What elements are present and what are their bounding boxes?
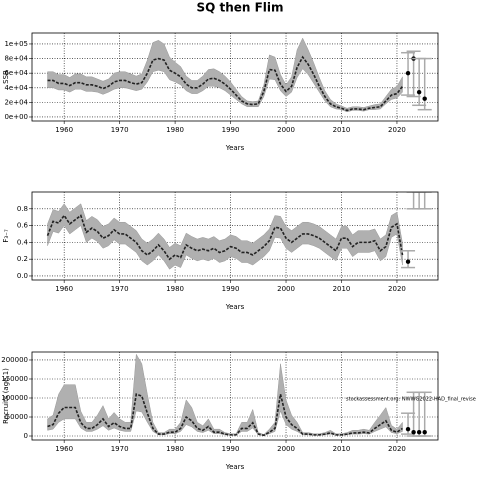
confidence-band xyxy=(47,37,403,113)
x-tick-label: 2020 xyxy=(388,285,406,293)
y-tick-label: 2e+04 xyxy=(4,98,28,106)
y-axis-label: Recruits (age 1) xyxy=(2,368,10,424)
x-tick-label: 1960 xyxy=(55,445,73,453)
y-tick-label: 100000 xyxy=(1,394,28,402)
chart-title: SQ then Flim xyxy=(196,1,283,15)
confidence-band xyxy=(47,203,403,270)
x-tick-label: 1980 xyxy=(166,126,184,134)
y-tick-label: 0.6 xyxy=(17,222,29,230)
forecast-point xyxy=(405,70,411,76)
y-axis-label: F₃₋₇ xyxy=(2,229,10,243)
plot-area xyxy=(32,33,438,121)
plot-frame xyxy=(31,32,439,122)
x-tick-label: 1990 xyxy=(222,126,240,134)
x-axis-label: Years xyxy=(225,463,245,471)
x-tick-label: 1960 xyxy=(55,285,73,293)
plot-frame xyxy=(31,191,439,281)
y-tick-label: 0e+00 xyxy=(4,113,28,121)
y-tick-label: 200000 xyxy=(1,356,28,364)
estimate-line xyxy=(47,393,403,437)
y-tick-label: 0.8 xyxy=(17,205,28,213)
y-tick-label: 50000 xyxy=(6,413,28,421)
x-tick-label: 2000 xyxy=(277,126,295,134)
x-tick-label: 1970 xyxy=(111,445,129,453)
x-tick-label: 1970 xyxy=(111,285,129,293)
y-tick-label: 0 xyxy=(24,432,28,440)
y-tick-label: 1e+05 xyxy=(4,40,28,48)
y-tick-label: 8e+04 xyxy=(4,55,28,63)
x-tick-label: 1960 xyxy=(55,126,73,134)
plot-area xyxy=(32,192,438,280)
forecast-point xyxy=(405,259,411,264)
x-tick-label: 2000 xyxy=(277,285,295,293)
y-tick-label: 150000 xyxy=(1,375,28,383)
forecast-point xyxy=(405,426,411,432)
x-tick-label: 2020 xyxy=(388,126,406,134)
x-tick-label: 2020 xyxy=(388,445,406,453)
x-tick-label: 2000 xyxy=(277,445,295,453)
x-tick-label: 1990 xyxy=(222,285,240,293)
forecast-point xyxy=(422,96,427,101)
x-axis-label: Years xyxy=(225,144,245,152)
forecast-point xyxy=(416,89,422,95)
x-tick-label: 2010 xyxy=(333,445,351,453)
estimate-line xyxy=(47,55,404,112)
annotation: stockassessment.org: NWWG2022-HAD_final_… xyxy=(346,397,476,403)
x-tick-label: 1980 xyxy=(166,285,184,293)
y-axis-label: SSB xyxy=(2,70,10,84)
y-tick-label: 0.2 xyxy=(17,255,28,263)
forecast-point xyxy=(416,430,422,435)
y-tick-label: 0.4 xyxy=(17,238,29,246)
estimate-line xyxy=(46,214,404,261)
y-tick-label: 6e+04 xyxy=(4,69,28,77)
forecast-point xyxy=(422,430,427,435)
x-tick-label: 2010 xyxy=(333,285,351,293)
y-tick-label: 4e+04 xyxy=(4,84,28,92)
plot-frame xyxy=(31,351,439,441)
x-tick-label: 1980 xyxy=(166,445,184,453)
x-tick-label: 1970 xyxy=(111,126,129,134)
plot-area xyxy=(32,352,438,440)
x-axis-label: Years xyxy=(225,303,245,311)
y-tick-label: 0.0 xyxy=(17,272,28,280)
x-tick-label: 2010 xyxy=(333,126,351,134)
forecast-point xyxy=(411,430,416,435)
x-tick-label: 1990 xyxy=(222,445,240,453)
confidence-band xyxy=(47,353,403,436)
